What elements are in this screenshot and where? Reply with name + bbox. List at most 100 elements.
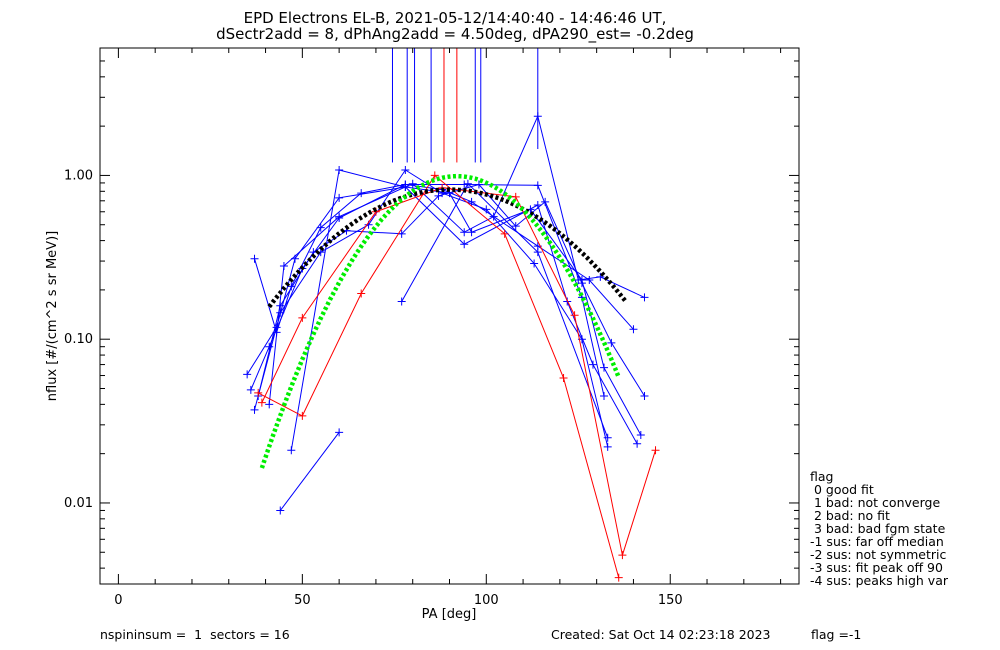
data-point-marker (250, 254, 259, 263)
series-line-5 (257, 183, 645, 397)
series-line-6 (268, 114, 645, 405)
data-point-marker (434, 191, 443, 200)
data-point-marker (460, 240, 469, 249)
series-line-7 (279, 431, 340, 511)
data-point-marker (357, 289, 366, 298)
y-tick-label: 0.10 (64, 332, 93, 347)
data-point-marker (287, 446, 296, 455)
data-point-marker (430, 171, 439, 180)
x-tick-label: 0 (114, 593, 122, 608)
fit-curves (259, 173, 628, 469)
data-point-marker (482, 205, 491, 214)
data-point-marker (243, 370, 252, 379)
data-point-marker (533, 181, 542, 190)
data-point-marker (600, 391, 609, 400)
legend-line: 1 bad: not converge (810, 495, 940, 510)
data-point-marker (254, 388, 263, 397)
data-point-marker (257, 398, 266, 407)
spike-lines (391, 48, 539, 163)
data-point-marker (335, 165, 344, 174)
y-tick-label: 0.01 (64, 496, 93, 511)
data-point-marker (541, 197, 550, 206)
data-point-marker (397, 297, 406, 306)
footer-spin-info: nspininsum = 1 sectors = 16 (100, 627, 290, 642)
y-axis-label: nflux [#/(cm^2 s sr MeV)] (45, 231, 60, 401)
legend-line: 2 bad: no fit (810, 508, 890, 523)
series-line-4 (254, 184, 605, 397)
y-axis-ticks: 0.01 0.10 1.00 (64, 47, 799, 569)
data-point-marker (474, 180, 483, 189)
series-line-2 (250, 183, 634, 391)
data-point-marker (533, 248, 542, 257)
data-point-marker (570, 311, 579, 320)
data-point-marker (276, 506, 285, 515)
data-point-marker (397, 229, 406, 238)
legend-line: 0 good fit (810, 482, 874, 497)
data-point-marker (614, 573, 623, 582)
data-point-marker (596, 272, 605, 281)
chart-title-line-1: EPD Electrons EL-B, 2021-05-12/14:40:40 … (244, 9, 667, 27)
data-point-marker (651, 446, 660, 455)
data-point-marker (588, 360, 597, 369)
data-point-marker (500, 229, 509, 238)
fit-curve-2 (259, 173, 621, 469)
data-point-marker (316, 223, 325, 232)
legend-line: -4 sus: peaks high var (810, 573, 949, 588)
data-point-marker (246, 385, 255, 394)
data-point-marker (401, 165, 410, 174)
data-point-marker (600, 363, 609, 372)
data-point-marker (603, 433, 612, 442)
x-axis-label: PA [deg] (422, 607, 477, 622)
data-point-marker (511, 222, 520, 231)
data-point-marker (401, 182, 410, 191)
data-point-marker (585, 275, 594, 284)
data-point-marker (559, 373, 568, 382)
data-point-marker (279, 261, 288, 270)
x-tick-label: 50 (294, 593, 311, 608)
data-point-marker (618, 551, 627, 560)
flag-legend: flag 0 good fit 1 bad: not converge 2 ba… (810, 469, 949, 588)
data-point-marker (533, 112, 542, 121)
data-point-marker (511, 192, 520, 201)
x-axis-ticks: 0 50 100 150 (114, 48, 782, 608)
footer-created: Created: Sat Oct 14 02:23:18 2023 (551, 627, 771, 642)
data-point-marker (335, 212, 344, 221)
data-point-marker (408, 179, 417, 188)
series-line-11 (261, 187, 656, 556)
data-point-marker (603, 442, 612, 451)
data-point-marker (640, 391, 649, 400)
legend-line: -2 sus: not symmetric (810, 547, 946, 562)
data-point-marker (250, 405, 259, 414)
data-point-marker (633, 439, 642, 448)
data-point-marker (357, 189, 366, 198)
data-point-marker (489, 212, 498, 221)
data-point-marker (467, 228, 476, 237)
data-point-marker (335, 193, 344, 202)
series-line-3 (254, 169, 609, 448)
data-point-marker (335, 428, 344, 437)
data-point-marker (530, 259, 539, 268)
fit-curve-1 (267, 187, 628, 309)
data-point-marker (298, 411, 307, 420)
data-point-marker (533, 200, 542, 209)
data-point-marker (265, 400, 274, 409)
x-tick-label: 100 (474, 593, 499, 608)
legend-line: -3 sus: fit peak off 90 (810, 560, 943, 575)
x-tick-label: 150 (658, 593, 683, 608)
series-line-9 (401, 182, 609, 438)
data-series (243, 112, 660, 582)
legend-line: 3 bad: bad fgm state (810, 521, 946, 536)
data-point-marker (629, 325, 638, 334)
data-point-marker (640, 293, 649, 302)
data-point-marker (298, 313, 307, 322)
y-tick-label: 1.00 (64, 168, 93, 183)
footer-flag: flag =-1 (811, 627, 861, 642)
data-point-marker (287, 282, 296, 291)
plot-frame (99, 47, 800, 585)
series-line-8 (290, 169, 638, 451)
data-point-marker (463, 179, 472, 188)
data-point-marker (636, 431, 645, 440)
data-point-marker (607, 338, 616, 347)
chart-title-line-2: dSectr2add = 8, dPhAng2add = 4.50deg, dP… (216, 25, 694, 44)
